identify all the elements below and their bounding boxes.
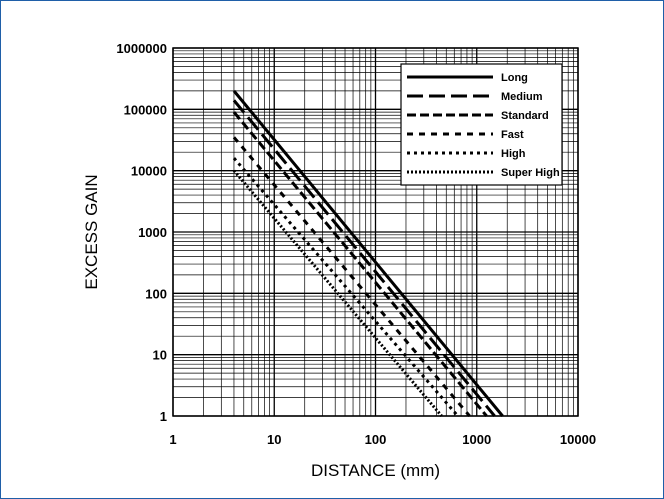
x-tick-labels: 1 10 100 1000 10000 [169, 432, 596, 447]
legend-box [400, 63, 563, 186]
y-tick-label: 1000000 [116, 41, 167, 56]
series-line-medium [232, 99, 496, 417]
y-axis-title: EXCESS GAIN [82, 174, 101, 289]
y-tick-label: 10000 [131, 164, 167, 179]
legend-label: High [501, 148, 526, 160]
y-tick-label: 1000 [138, 225, 167, 240]
x-tick-label: 1 [169, 432, 176, 447]
legend-label: Fast [501, 129, 524, 141]
x-tick-label: 10000 [560, 432, 596, 447]
legend-label: Long [501, 72, 528, 84]
x-axis-title: DISTANCE (mm) [311, 461, 440, 480]
series-layer [232, 89, 504, 417]
x-tick-label: 100 [365, 432, 387, 447]
x-tick-label: 1000 [462, 432, 491, 447]
series-line-long [232, 89, 504, 417]
y-tick-label: 100000 [124, 102, 167, 117]
y-tick-labels: 1 10 100 1000 10000 100000 1000000 [116, 41, 167, 424]
legend-label: Super High [501, 167, 560, 179]
y-tick-label: 100 [145, 286, 167, 301]
series-line-super-high [232, 169, 443, 417]
series-line-standard [232, 111, 488, 417]
legend: Long Medium Standard Fast High Super High [400, 63, 563, 186]
y-tick-label: 10 [153, 348, 167, 363]
series-line-fast [232, 136, 471, 417]
series-line-high [232, 157, 459, 417]
plot-border [172, 47, 579, 417]
legend-label: Medium [501, 91, 543, 103]
legend-label: Standard [501, 110, 549, 122]
x-tick-label: 10 [267, 432, 281, 447]
y-tick-label: 1 [160, 409, 167, 424]
